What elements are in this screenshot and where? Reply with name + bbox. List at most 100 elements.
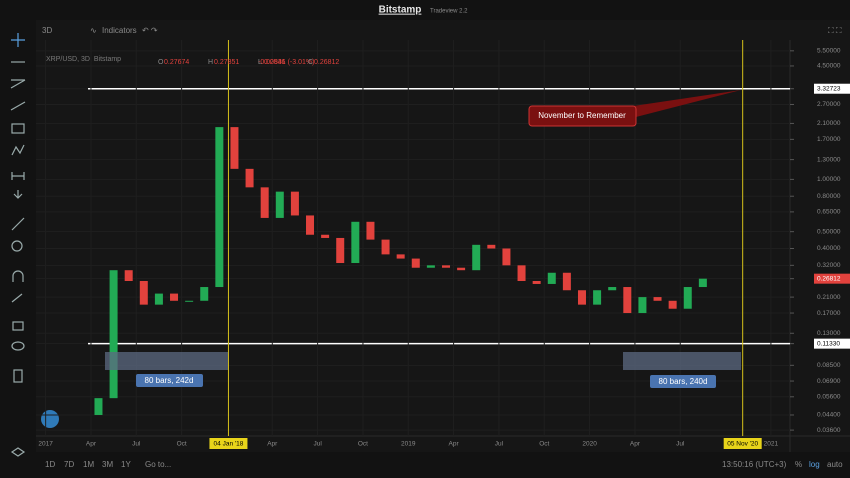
candle [426, 265, 435, 268]
y-tick-label: 1.30000 [817, 156, 841, 163]
y-tick-label: 0.21000 [817, 294, 841, 301]
indicators-button[interactable]: Indicators [102, 26, 137, 35]
x-tick-label: 2017 [38, 441, 53, 448]
candle [154, 293, 163, 305]
y-tick-label: 0.26812 [817, 275, 841, 282]
candle [200, 287, 209, 301]
bottom-bar [36, 452, 850, 478]
y-tick-label: 0.50000 [817, 228, 841, 235]
x-tick-label: Jul [676, 441, 685, 448]
change: -0.00831 (-3.01%) [258, 59, 314, 66]
drawing-tools[interactable] [10, 33, 26, 457]
auto-toggle[interactable]: auto [827, 460, 843, 469]
candle [290, 191, 299, 216]
x-tick-label: 2019 [401, 441, 416, 448]
price-label-bg [814, 83, 850, 94]
candle [396, 254, 405, 259]
range-label-box [650, 375, 716, 388]
candle [381, 239, 390, 255]
candle [321, 234, 330, 238]
date-label-bg [723, 438, 762, 449]
x-tick-label: Apr [630, 441, 641, 448]
y-tick-label: 0.06900 [817, 378, 841, 385]
candle [593, 290, 602, 305]
indicators-icon[interactable]: ∿ [90, 26, 97, 35]
candle [245, 168, 254, 188]
undo[interactable]: ↶ ↷ [142, 26, 158, 35]
symbol[interactable]: XRP/USD, 3D, Bitstamp [46, 56, 121, 63]
candle [683, 287, 692, 309]
x-tick-label: 04 Jan '18 [214, 441, 244, 448]
y-tick-label: 0.03600 [817, 427, 841, 434]
logo[interactable] [41, 410, 59, 428]
candle [275, 191, 284, 218]
ohlc-key: C [308, 59, 313, 66]
callout-text: November to Remember [538, 111, 626, 120]
candle [653, 297, 662, 301]
chart-toolbar [36, 20, 850, 40]
candle [94, 398, 103, 415]
x-tick-label: Jul [313, 441, 322, 448]
x-tick-label: 05 Nov '20 [727, 441, 758, 448]
y-tick-label: 0.65000 [817, 209, 841, 216]
range-button[interactable]: 3M [102, 460, 113, 469]
log-toggle[interactable]: log [809, 460, 820, 469]
version: Tradeview 2.2 [430, 9, 468, 15]
candle [185, 300, 194, 302]
interval-button[interactable]: 3D [42, 26, 52, 35]
y-tick-label: 0.05600 [817, 394, 841, 401]
range-label: 80 bars, 240d [659, 377, 708, 386]
goto[interactable]: Go to... [145, 460, 171, 469]
candle [668, 300, 677, 309]
y-tick-label: 0.32000 [817, 262, 841, 269]
price-axis [790, 40, 850, 452]
brand: Bitstamp [379, 5, 422, 16]
range-button[interactable]: 1Y [121, 460, 131, 469]
fullscreen[interactable]: ⛶ ⛶ [827, 26, 842, 35]
ohlc-value: 0.2546 [264, 59, 286, 66]
candle [698, 278, 707, 288]
y-tick-label: 0.04400 [817, 412, 841, 419]
y-tick-label: 3.32723 [817, 85, 841, 92]
candle [366, 221, 375, 240]
callout [528, 105, 637, 127]
x-tick-label: Oct [539, 441, 549, 448]
range-label: 80 bars, 242d [145, 376, 194, 385]
range-box [105, 352, 228, 370]
candle [230, 127, 239, 169]
x-tick-label: Oct [177, 441, 187, 448]
candle [215, 127, 224, 288]
y-tick-label: 1.70000 [817, 136, 841, 143]
y-tick-label: 4.50000 [817, 63, 841, 70]
candle [502, 248, 511, 266]
candle [457, 267, 466, 271]
overlays: 80 bars, 242d 80 bars, 240d November to … [105, 90, 741, 388]
range-button[interactable]: 1D [45, 460, 55, 469]
range-button[interactable]: 1M [83, 460, 94, 469]
candle [472, 244, 481, 271]
y-tick-label: 0.80000 [817, 193, 841, 200]
candle [487, 244, 496, 249]
candle [306, 215, 315, 235]
y-tick-label: 5.50000 [817, 48, 841, 55]
y-tick-label: 0.17000 [817, 310, 841, 317]
x-tick-label: Apr [267, 441, 278, 448]
candle [336, 237, 345, 264]
candle [351, 221, 360, 264]
y-tick-label: 0.11330 [817, 340, 840, 347]
y-tick-label: 2.70000 [817, 101, 841, 108]
ohlc-value: 0.27674 [164, 59, 189, 66]
candle [608, 287, 617, 291]
x-tick-label: Apr [449, 441, 460, 448]
candle [139, 280, 148, 305]
y-tick-label: 2.10000 [817, 120, 841, 127]
ohlc-value: 0.27851 [214, 59, 239, 66]
x-tick-label: Apr [86, 441, 97, 448]
callout-pointer [620, 90, 741, 118]
range-button[interactable]: 7D [64, 460, 74, 469]
date-label-bg [209, 438, 248, 449]
percent-toggle[interactable]: % [795, 460, 802, 469]
ohlc-key: L [258, 59, 262, 66]
